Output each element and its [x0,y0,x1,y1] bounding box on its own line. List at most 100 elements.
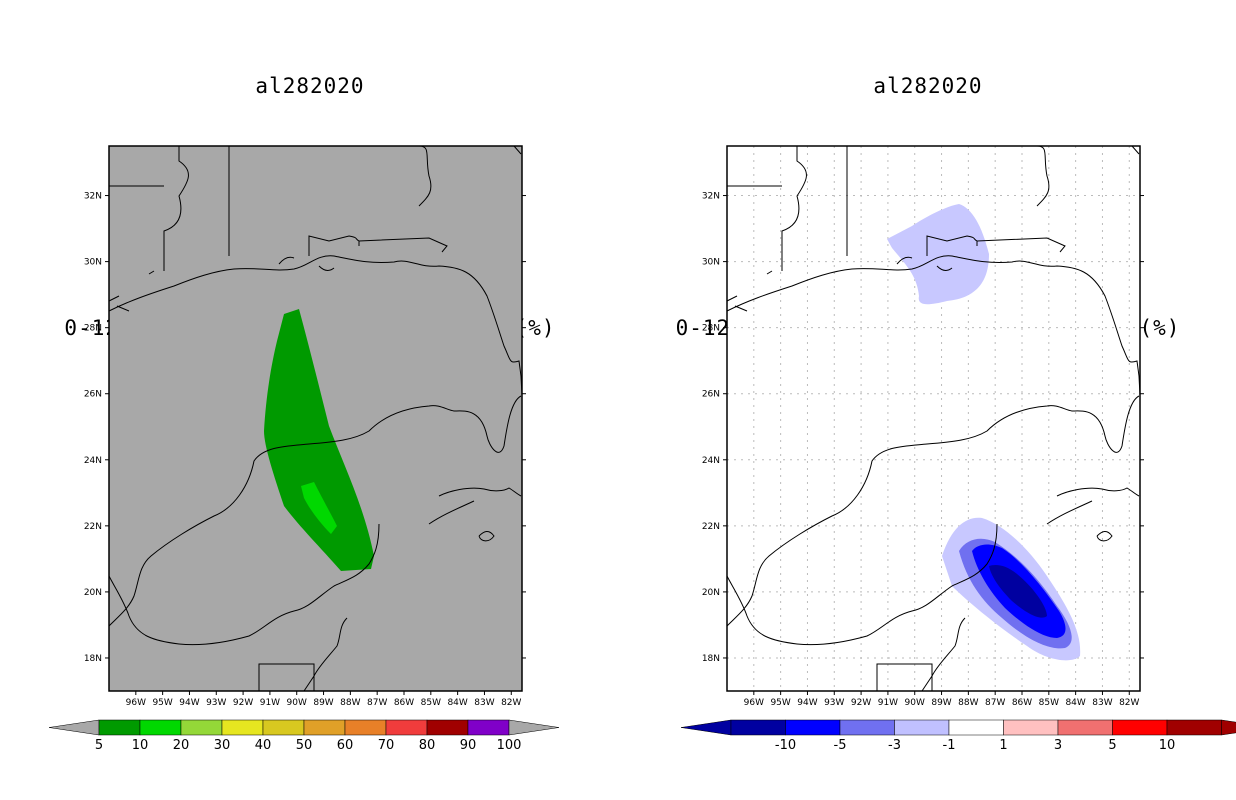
lon-tick-label: 91W [878,698,898,708]
colorbar-label: 100 [497,738,522,753]
colorbar-label: -1 [943,738,956,753]
colorbar-swatch [785,719,841,736]
colorbar-swatch [221,719,264,736]
lat-tick-label: 20N [84,588,102,598]
prob-10-20-area [301,482,337,534]
lon-tick-label: 93W [206,698,226,708]
colorbar-label: 50 [296,738,313,753]
colorbar-label: 10 [1159,738,1176,753]
lon-tick-label: 89W [313,698,333,708]
colorbar-label: 70 [378,738,395,753]
lon-tick-label: 91W [260,698,280,708]
colorbar-label: -3 [888,738,901,753]
lon-tick-label: 90W [905,698,925,708]
lon-tick-label: 88W [340,698,360,708]
lat-tick-label: 18N [84,654,102,664]
right-storm-id: al282020 [873,74,983,98]
lat-tick-label: 28N [702,324,720,334]
lon-tick-label: 92W [851,698,871,708]
colorbar-label: 20 [173,738,190,753]
lon-tick-label: 83W [474,698,494,708]
lat-tick-label: 24N [84,456,102,466]
colorbar-swatch [262,719,305,736]
diff-light-gulf-area [887,204,989,305]
lon-tick-label: 88W [958,698,978,708]
colorbar-swatch [730,719,786,736]
lat-tick-label: 32N [84,192,102,202]
colorbar-swatch [1112,719,1168,736]
lon-tick-label: 85W [421,698,441,708]
lat-tick-label: 30N [702,258,720,268]
colorbar-swatch [344,719,387,736]
colorbar-label: 80 [419,738,436,753]
colorbar-label: 30 [214,738,231,753]
colorbar-label: 60 [337,738,354,753]
lon-tick-label: 86W [394,698,414,708]
lat-tick-label: 22N [84,522,102,532]
lon-tick-label: 85W [1039,698,1059,708]
lon-tick-label: 96W [126,698,146,708]
colorbar-swatch [139,719,182,736]
lat-tick-label: 20N [702,588,720,598]
diff-max-area [989,564,1047,618]
lon-tick-label: 96W [744,698,764,708]
colorbar-swatch [426,719,469,736]
lat-tick-label: 30N [84,258,102,268]
right-colorbar: -10 -5 -3 -1 1 3 5 10 [680,719,1236,753]
left-map: 32N 30N 28N 26N 24N 22N 20N 18N 96W 95W 94W 93W 92W 9… [84,145,526,708]
lat-tick-label: 26N [702,390,720,400]
colorbar-label: -10 [775,738,796,753]
colorbar-swatch [1057,719,1113,736]
lon-tick-label: 87W [985,698,1005,708]
lon-tick-label: 82W [501,698,521,708]
colorbar-swatch [839,719,895,736]
lon-tick-label: 83W [1092,698,1112,708]
colorbar-label: -5 [834,738,847,753]
colorbar-swatch [303,719,346,736]
colorbar-label: 1 [999,738,1007,753]
prob-5-10-area [264,309,374,571]
lon-tick-label: 94W [797,698,817,708]
colorbar-swatch [948,719,1004,736]
colorbar-label: 5 [1108,738,1116,753]
lon-tick-label: 90W [287,698,307,708]
lon-tick-label: 87W [367,698,387,708]
lon-tick-label: 84W [447,698,467,708]
colorbar-label: 5 [95,738,103,753]
left-map-frame [108,145,523,692]
colorbar-swatch [385,719,428,736]
left-axis-ticks: 32N 30N 28N 26N 24N 22N 20N 18N 96W 95W 94W 93W 92W 9… [84,192,526,708]
lon-tick-label: 93W [824,698,844,708]
colorbar-swatch [1166,719,1222,736]
colorbar-label: 40 [255,738,272,753]
right-map-frame [726,145,1141,692]
colorbar-swatch [98,719,141,736]
colorbar-under-triangle [680,719,732,736]
left-colorbar: 5 10 20 30 40 50 60 70 80 90 100 [48,719,560,753]
lat-tick-label: 28N [84,324,102,334]
lon-tick-label: 89W [931,698,951,708]
colorbar-label: 10 [132,738,149,753]
lon-tick-label: 94W [179,698,199,708]
colorbar-label: 90 [460,738,477,753]
lon-tick-label: 95W [152,698,172,708]
lat-tick-label: 24N [702,456,720,466]
colorbar-swatch [894,719,950,736]
colorbar-label: 3 [1054,738,1062,753]
colorbar-swatch [180,719,223,736]
lon-tick-label: 92W [233,698,253,708]
lon-tick-label: 86W [1012,698,1032,708]
lon-tick-label: 82W [1119,698,1139,708]
left-storm-id: al282020 [255,74,365,98]
lon-tick-label: 84W [1065,698,1085,708]
right-axis-ticks: 32N 30N 28N 26N 24N 22N 20N 18N 96W 95W 94W 93W 92W 9… [702,192,1144,708]
lat-tick-label: 32N [702,192,720,202]
lat-tick-label: 26N [84,390,102,400]
colorbar-over-triangle [1221,719,1236,736]
colorbar-under-triangle [48,719,100,736]
colorbar-swatch [467,719,510,736]
lat-tick-label: 22N [702,522,720,532]
colorbar-over-triangle [508,719,560,736]
lat-tick-label: 18N [702,654,720,664]
